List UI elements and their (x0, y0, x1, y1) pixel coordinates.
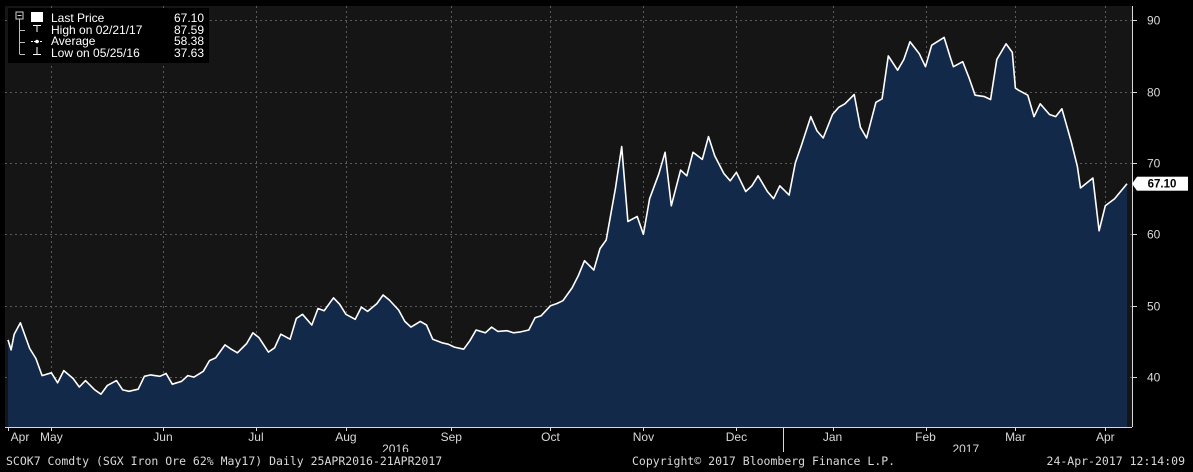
last-price-badge-label: 67.10 (1148, 179, 1177, 191)
high-marker-icon (33, 25, 41, 32)
footer-copyright: Copyright© 2017 Bloomberg Finance L.P. (632, 454, 895, 468)
y-tick-label: 80 (1147, 86, 1161, 100)
footer-ticker-description: SCOK7 Comdty (SGX Iron Ore 62% May17) Da… (6, 454, 442, 468)
legend: Last Price 67.10 High on 02/21/17 87.59 … (8, 8, 209, 63)
price-area (8, 37, 1127, 428)
x-tick-label: Apr (1096, 430, 1115, 444)
filled-square-icon (31, 12, 43, 22)
x-tick-label: Jul (248, 430, 263, 444)
last-price-badge-pointer (1132, 176, 1137, 191)
y-tick-label: 50 (1147, 300, 1161, 314)
legend-value-average: 58.38 (174, 34, 204, 48)
x-tick-label: Feb (915, 430, 936, 444)
x-tick-label: Apr (11, 430, 30, 444)
x-tick-label: Sep (441, 430, 463, 444)
x-tick-label: Aug (335, 430, 356, 444)
legend-label-high: High on 02/21/17 (51, 23, 143, 37)
y-tick-label: 90 (1147, 14, 1161, 28)
legend-label-last-price: Last Price (51, 11, 105, 25)
price-line (7, 36, 1128, 395)
y-tick-label: 60 (1147, 228, 1161, 242)
x-tick-label: Jan (823, 430, 842, 444)
x-tick-label: May (40, 430, 63, 444)
footer-timestamp: 24-Apr-2017 12:14:09 (1047, 454, 1186, 468)
last-price-badge-bg (1137, 176, 1188, 191)
x-tick-label: Dec (726, 430, 747, 444)
x-tick-label: Nov (633, 430, 654, 444)
legend-label-low: Low on 05/25/16 (51, 46, 140, 60)
last-price-badge: 67.10 (1137, 176, 1188, 191)
legend-label-average: Average (51, 34, 96, 48)
y-tick-label: 70 (1147, 157, 1161, 171)
average-marker-icon (31, 39, 43, 44)
low-marker-icon (33, 47, 41, 55)
footer-bar (0, 452, 1193, 472)
legend-value-last-price: 67.10 (174, 11, 204, 25)
y-tick-label: 40 (1147, 371, 1161, 385)
legend-value-high: 87.59 (174, 23, 204, 37)
x-tick-label: Oct (541, 430, 560, 444)
legend-value-low: 37.63 (174, 46, 204, 60)
y-axis: 40 50 60 70 80 90 (1132, 6, 1161, 427)
x-tick-label: Jun (153, 430, 172, 444)
x-tick-label: Mar (1005, 430, 1026, 444)
